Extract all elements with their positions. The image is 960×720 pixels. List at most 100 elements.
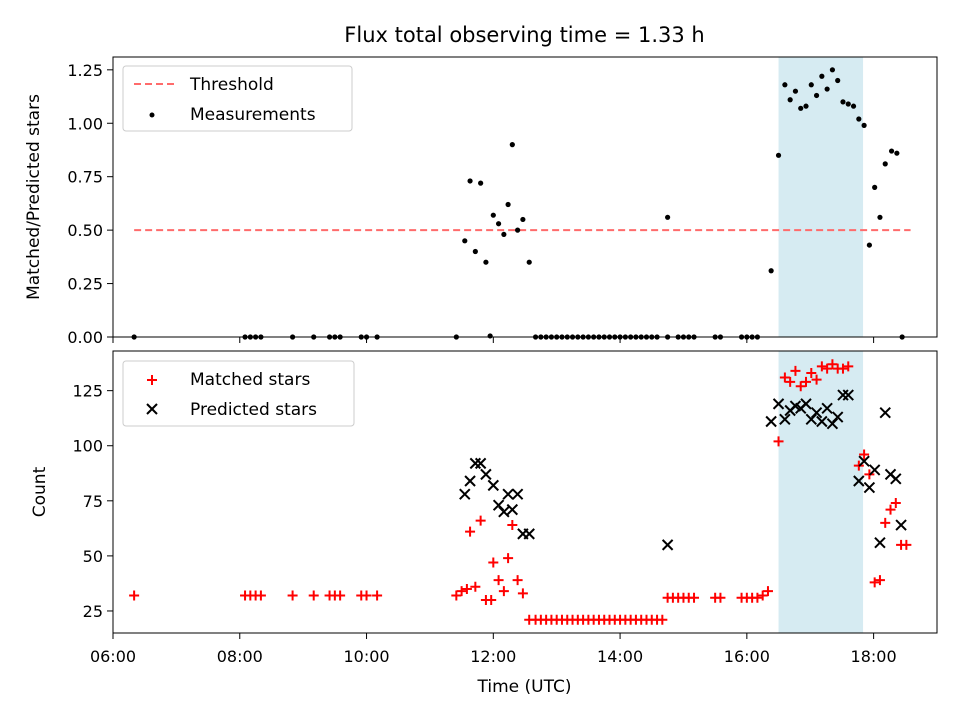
measurement-point <box>861 122 867 128</box>
bottom-legend-box <box>122 360 355 427</box>
predicted-star-marker <box>890 473 902 485</box>
predicted-star-marker <box>800 398 812 410</box>
predicted-star-marker <box>474 457 487 470</box>
y-tick-label: 1.25 <box>67 61 103 80</box>
predicted-star-marker <box>464 475 476 487</box>
predicted-star-marker <box>868 464 881 476</box>
matched-star-marker <box>465 526 476 537</box>
bottom-axes-frame <box>112 350 938 634</box>
predicted-star-marker <box>831 411 844 423</box>
predicted-star-marker <box>487 479 500 492</box>
measurement-point <box>845 101 851 107</box>
matched-star-marker <box>689 592 700 603</box>
measurement-point <box>505 201 511 208</box>
top-legend: Threshold Measurements <box>122 65 353 132</box>
y-tick-label: 75 <box>83 492 103 511</box>
matched-star-marker <box>827 359 838 370</box>
measurement-point <box>813 92 820 99</box>
measurement-point <box>894 150 900 156</box>
bottom-highlight-span <box>778 351 864 633</box>
measurement-point <box>840 99 846 105</box>
x-tick-label: 06:00 <box>90 647 136 666</box>
measurement-point <box>509 142 515 148</box>
measurement-point <box>882 161 888 167</box>
top-panel: 0.00 0.25 0.50 0.75 1.00 1.25 Matched/Predict… <box>24 56 938 347</box>
matched-star-marker <box>335 590 346 601</box>
measurement-point <box>866 242 872 248</box>
matched-star-marker <box>752 592 763 603</box>
matched-star-marker <box>843 361 854 372</box>
measurement-point <box>808 82 814 88</box>
measurement-point <box>462 238 468 244</box>
predicted-star-marker <box>874 536 886 549</box>
y-tick-label: 0.75 <box>67 168 103 187</box>
matched-star-marker <box>287 590 298 601</box>
measurement-point <box>829 67 836 73</box>
matched-star-marker <box>512 575 523 586</box>
measurement-point <box>850 103 857 109</box>
matched-star-marker <box>129 590 140 601</box>
measurement-point <box>665 214 671 220</box>
measurement-point <box>472 248 478 255</box>
measurement-point <box>856 116 862 122</box>
x-tick-label: 14:00 <box>597 647 643 666</box>
predicted-star-marker <box>772 398 785 410</box>
matched-star-marker <box>308 590 319 601</box>
matched-star-marker <box>822 363 833 374</box>
matched-star-marker <box>837 363 848 374</box>
predicted-star-marker <box>810 406 823 419</box>
measurement-point <box>501 231 507 238</box>
measurement-point <box>819 73 825 79</box>
matched-star-marker <box>451 590 462 601</box>
matched-star-marker <box>874 575 885 586</box>
y-tick-label: 0.25 <box>67 275 103 294</box>
predicted-star-marker <box>506 503 519 516</box>
top-x-ticks <box>112 337 875 343</box>
x-axis-label: Time (UTC) <box>477 677 572 697</box>
x-tick-label: 16:00 <box>724 647 770 666</box>
predicted-star-marker <box>816 415 828 428</box>
y-tick-label: 100 <box>72 437 103 456</box>
bottom-panel: 25 50 75 100 125 06:00 08:00 10:00 12:00 14:00 16… <box>30 350 938 697</box>
predicted-star-marker <box>765 415 777 428</box>
matched-star-marker <box>806 368 817 379</box>
matched-star-marker <box>715 592 726 603</box>
matched-star-marker <box>885 504 896 515</box>
legend-matched-swatch <box>147 375 157 385</box>
measurement-point <box>467 178 473 184</box>
predicted-star-marker <box>858 455 870 467</box>
top-axes-frame <box>112 56 938 338</box>
bottom-legend: Matched stars Predicted stars <box>122 360 355 427</box>
measurement-point <box>782 82 788 88</box>
matched-star-marker <box>785 376 796 387</box>
measurement-point <box>768 268 774 274</box>
matched-star-marker <box>880 517 891 528</box>
measurement-point <box>520 216 526 223</box>
measurement-point <box>824 86 830 92</box>
matched-star-marker <box>773 436 784 447</box>
predicted-star-marker <box>523 528 535 540</box>
predicted-star-marker <box>480 468 492 481</box>
legend-matched-label: Matched stars <box>190 370 310 390</box>
measurement-point <box>888 148 895 154</box>
x-tick-label: 12:00 <box>470 647 516 666</box>
bottom-y-axis-label: Count <box>30 466 50 517</box>
matched-star-marker <box>255 590 266 601</box>
predicted-star-marker <box>661 539 674 551</box>
measurement-point <box>872 184 878 190</box>
matched-star-marker <box>507 520 518 531</box>
predicted-star-marker <box>895 519 907 531</box>
predicted-star-marker <box>879 406 891 419</box>
predicted-star-marker <box>821 402 833 414</box>
x-tick-label: 08:00 <box>217 647 263 666</box>
measurement-point <box>495 221 502 227</box>
legend-predicted-label: Predicted stars <box>190 400 317 420</box>
measurement-point <box>792 88 799 94</box>
matched-star-marker <box>517 588 528 599</box>
predicted-star-marker <box>863 481 876 494</box>
measurement-point <box>775 152 782 158</box>
y-tick-label: 50 <box>83 547 103 566</box>
predicted-star-marker <box>459 488 471 500</box>
x-tick-label: 18:00 <box>851 647 897 666</box>
predicted-stars-layer <box>459 389 907 551</box>
